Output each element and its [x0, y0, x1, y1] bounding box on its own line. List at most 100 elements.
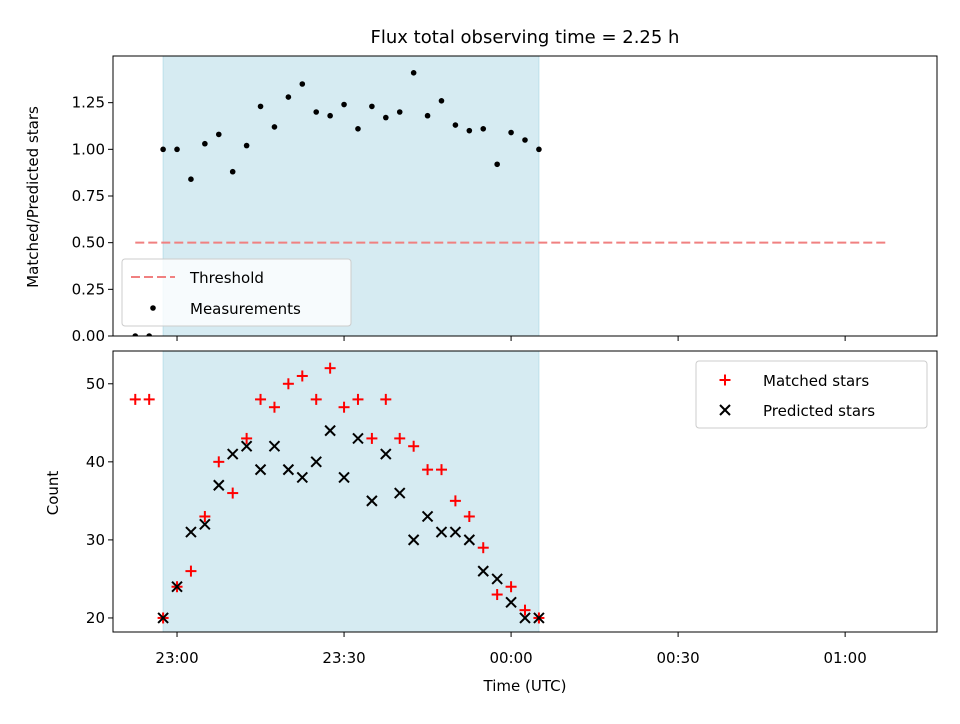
matched-star-point — [394, 432, 406, 444]
measurement-point — [480, 126, 487, 132]
legend-predicted-label: Predicted stars — [763, 402, 875, 420]
matched-star-point — [199, 510, 211, 522]
bottom-plot-area — [129, 351, 545, 632]
measurement-point — [466, 127, 473, 134]
matched-star-point — [268, 401, 280, 413]
predicted-star-point-b — [352, 432, 364, 445]
predicted-star-point — [352, 432, 364, 445]
predicted-star-point-b — [157, 612, 169, 624]
predicted-star-point — [324, 424, 336, 437]
matched-star-point — [408, 440, 420, 452]
predicted-star-point-b — [421, 510, 434, 523]
predicted-star-point-b — [213, 479, 225, 491]
measurement-point — [369, 103, 375, 110]
matched-star-point — [519, 604, 531, 616]
predicted-star-point-b — [519, 612, 531, 624]
predicted-star-point-b — [366, 495, 378, 507]
predicted-star-point-b — [226, 448, 239, 460]
measurement-point — [355, 126, 361, 132]
top-legend: Threshold Measurements — [121, 258, 352, 327]
x-tick-label: 00:00 — [489, 649, 532, 667]
measurement-point — [299, 81, 306, 87]
measurement-point — [424, 112, 431, 119]
measurement-point — [452, 122, 459, 128]
chart-title: Flux total observing time = 2.25 h — [371, 27, 680, 48]
matched-star-point — [422, 464, 434, 476]
measurement-point — [341, 101, 347, 108]
measurement-point — [229, 168, 236, 175]
matched-star-point — [185, 565, 197, 577]
matched-star-point — [143, 393, 155, 405]
predicted-star-point — [421, 510, 434, 523]
measurement-point — [508, 129, 514, 136]
measurement-point — [536, 146, 542, 153]
predicted-star-point-b — [491, 573, 503, 585]
measurement-point — [327, 112, 333, 119]
predicted-star-point — [157, 612, 169, 624]
matched-star-point — [352, 393, 364, 405]
top-y-tick-label: 0.75 — [72, 187, 105, 205]
predicted-star-point — [213, 479, 225, 491]
predicted-star-point — [449, 526, 462, 538]
predicted-star-point-b — [435, 526, 448, 538]
x-tick-label: 00:30 — [656, 649, 699, 667]
predicted-star-point-b — [268, 440, 281, 452]
legend-predicted-swatch-b — [719, 404, 731, 416]
matched-star-point — [227, 487, 239, 499]
bottom-y-tick-label: 20 — [86, 609, 105, 627]
predicted-star-point-b — [310, 456, 322, 468]
predicted-star-point-b — [324, 424, 336, 437]
predicted-star-point — [407, 534, 420, 546]
predicted-star-point — [491, 573, 503, 585]
legend-threshold-label: Threshold — [189, 269, 264, 287]
predicted-star-point-b — [338, 471, 350, 484]
predicted-star-point — [254, 463, 267, 476]
predicted-star-point — [477, 565, 489, 577]
bottom-y-tick-label: 40 — [86, 453, 105, 471]
top-y-tick-label: 0.25 — [72, 280, 105, 298]
matched-star-point — [435, 464, 447, 476]
measurement-point — [383, 114, 389, 121]
predicted-star-point — [296, 471, 309, 484]
measurement-point — [215, 131, 222, 138]
top-y-axis-label: Matched/Predicted stars — [24, 106, 42, 288]
predicted-star-point — [533, 612, 545, 624]
predicted-star-point — [268, 440, 281, 452]
matched-star-point — [324, 362, 336, 374]
predicted-star-point-b — [185, 526, 197, 538]
predicted-star-point-b — [477, 565, 489, 577]
predicted-star-point-b — [254, 463, 267, 476]
predicted-star-point — [380, 448, 392, 460]
bottom-legend-box — [695, 360, 928, 429]
measurement-point — [146, 333, 152, 336]
measurement-point — [271, 124, 278, 130]
predicted-star-point-b — [296, 471, 309, 484]
bottom-y-axis-label: Count — [44, 471, 62, 516]
predicted-star-point-b — [240, 440, 253, 452]
measurement-point — [188, 176, 194, 182]
predicted-star-point-b — [394, 487, 406, 499]
measurement-point — [202, 140, 208, 147]
predicted-star-point — [505, 596, 517, 609]
x-tick-label: 23:00 — [155, 649, 198, 667]
matched-star-point — [491, 589, 503, 601]
measurement-point — [522, 137, 528, 143]
measurement-point — [285, 94, 292, 100]
measurement-point — [257, 103, 264, 110]
predicted-star-point-b — [380, 448, 392, 460]
matched-star-point — [449, 495, 461, 507]
measurement-point — [396, 109, 403, 115]
predicted-star-point — [366, 495, 378, 507]
measurement-point — [410, 70, 417, 76]
measurement-point — [132, 333, 139, 336]
bottom-y-tick-label: 50 — [86, 375, 105, 393]
x-tick-label: 23:30 — [322, 649, 365, 667]
matched-star-point — [255, 393, 267, 405]
predicted-star-point — [171, 581, 183, 593]
legend-measurements-label: Measurements — [190, 300, 301, 318]
measurement-point — [243, 142, 250, 149]
legend-predicted-swatch — [719, 404, 731, 416]
measurement-point — [150, 305, 156, 311]
